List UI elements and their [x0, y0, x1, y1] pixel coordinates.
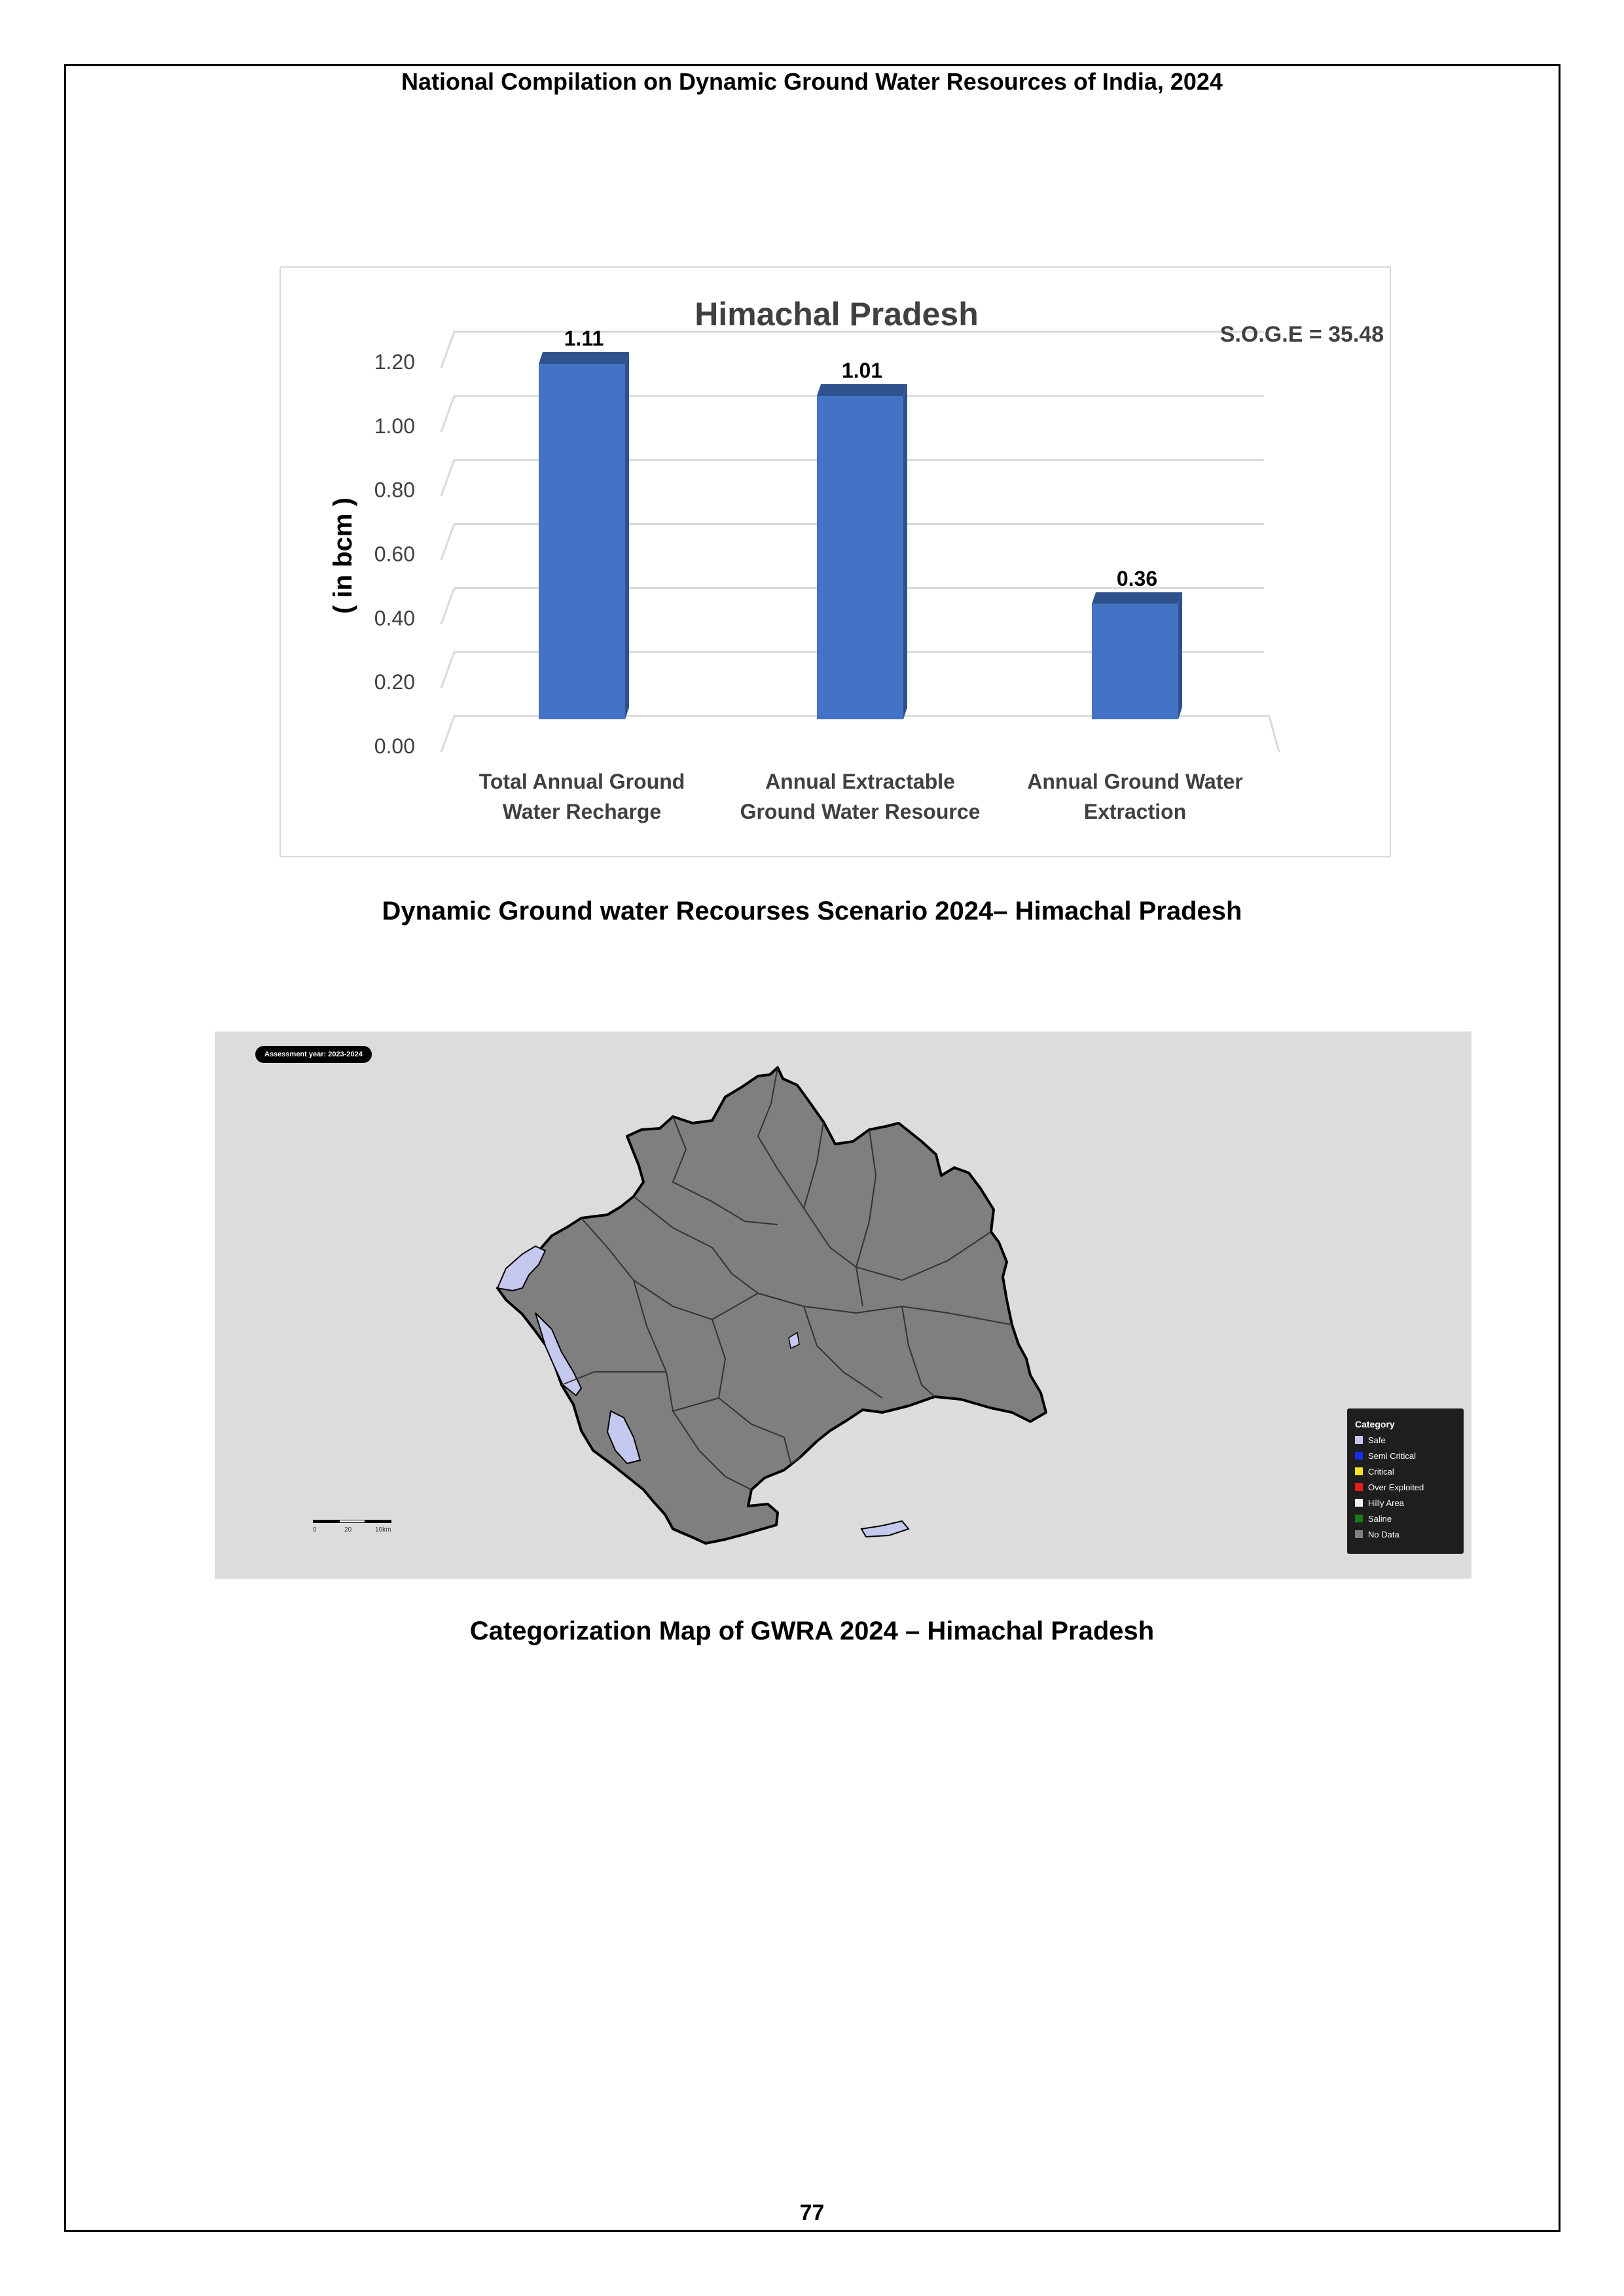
legend-item: Safe: [1355, 1432, 1456, 1448]
legend-swatch: [1355, 1483, 1363, 1491]
scale-label-1: 20: [344, 1526, 352, 1534]
chart-annotation: S.O.G.E = 35.48: [1220, 322, 1384, 347]
page-header: National Compilation on Dynamic Ground W…: [401, 68, 1223, 95]
y-tick-label: 0.60: [374, 543, 415, 566]
legend-label: Safe: [1368, 1435, 1386, 1445]
legend-label: Semi Critical: [1368, 1450, 1416, 1461]
legend-item: Saline: [1355, 1511, 1456, 1526]
chart-canvas: 0.00 0.20 0.40 0.60 0.80 1.00 1.20 Himachal Pra…: [329, 296, 1384, 823]
gridline-side: [440, 587, 456, 624]
legend-swatch: [1355, 1436, 1363, 1444]
bar-top: [817, 384, 907, 396]
district-boundaries: [561, 1067, 1013, 1490]
legend-item: Semi Critical: [1355, 1448, 1456, 1463]
page-border: [64, 64, 1561, 2232]
legend-swatch: [1355, 1467, 1363, 1475]
gridline-side: [440, 395, 456, 433]
bar-side: [903, 384, 907, 719]
legend-label: Over Exploited: [1368, 1482, 1424, 1492]
safe-area-south: [860, 1520, 910, 1538]
map-canvas: [496, 1066, 1047, 1545]
legend-title: Category: [1355, 1419, 1395, 1429]
x-category-label: Water Recharge: [503, 800, 661, 823]
gridline-side: [440, 523, 456, 561]
bar-side: [625, 352, 629, 719]
scale-label-0: 0: [313, 1526, 317, 1534]
y-tick-label: 1.20: [374, 350, 415, 374]
bar-top: [539, 352, 629, 365]
bar: [1092, 603, 1178, 719]
legend-swatch: [1355, 1515, 1363, 1522]
gridline-side: [440, 331, 456, 368]
safe-area-west-2: [535, 1312, 583, 1397]
y-tick-label: 1.00: [374, 414, 415, 438]
legend-label: Saline: [1368, 1513, 1392, 1524]
legend-label: No Data: [1368, 1529, 1399, 1539]
bar-chart: 0.00 0.20 0.40 0.60 0.80 1.00 1.20 Himachal Pra…: [280, 266, 1391, 857]
legend-item: Critical: [1355, 1463, 1456, 1479]
map-legend: Category Safe Semi Critical Critical Over E…: [1347, 1408, 1464, 1554]
x-category-label: Total Annual Ground: [479, 770, 685, 793]
bar-side: [1178, 592, 1182, 719]
x-category-label: Extraction: [1084, 800, 1186, 823]
chart-caption: Dynamic Ground water Recourses Scenario …: [382, 897, 1242, 925]
categorization-map: Assessment year: 2023-2024 0 20 10km Cat…: [215, 1031, 1471, 1579]
y-tick-label: 0.80: [374, 478, 415, 502]
chart-title: Himachal Pradesh: [695, 296, 979, 332]
legend-label: Critical: [1368, 1466, 1394, 1477]
state-boundary: [496, 1066, 1047, 1545]
bar: [539, 364, 625, 719]
bar: [817, 395, 903, 719]
legend-swatch: [1355, 1452, 1363, 1460]
safe-area-west: [496, 1245, 547, 1292]
y-tick-label: 0.20: [374, 670, 415, 694]
data-label: 0.36: [1117, 567, 1157, 590]
x-category-label: Annual Ground Water: [1027, 770, 1242, 793]
bar-top: [1092, 592, 1182, 604]
gridline-side: [440, 651, 456, 689]
y-axis-label: ( in bcm ): [329, 497, 357, 614]
assessment-year-badge: Assessment year: 2023-2024: [255, 1046, 372, 1063]
safe-area-central: [788, 1331, 800, 1350]
legend-item: Hilly Area: [1355, 1495, 1456, 1511]
gridline-side: [440, 459, 456, 497]
scale-bar: 0 20 10km: [313, 1520, 398, 1539]
safe-area-southwest: [606, 1410, 641, 1465]
legend-swatch: [1355, 1499, 1363, 1507]
chart-floor: [440, 715, 1280, 753]
y-tick-label: 0.40: [374, 606, 415, 630]
legend-item: No Data: [1355, 1526, 1456, 1542]
scale-label-2: 10km: [375, 1526, 391, 1534]
data-label: 1.11: [564, 327, 604, 350]
page-number: 77: [799, 2200, 825, 2225]
data-label: 1.01: [842, 359, 882, 382]
legend-swatch: [1355, 1530, 1363, 1538]
y-tick-label: 0.00: [374, 734, 415, 758]
legend-item: Over Exploited: [1355, 1479, 1456, 1495]
x-category-label: Ground Water Resource: [740, 800, 981, 823]
x-category-label: Annual Extractable: [765, 770, 955, 793]
map-caption: Categorization Map of GWRA 2024 – Himach…: [469, 1617, 1155, 1645]
legend-label: Hilly Area: [1368, 1498, 1404, 1508]
